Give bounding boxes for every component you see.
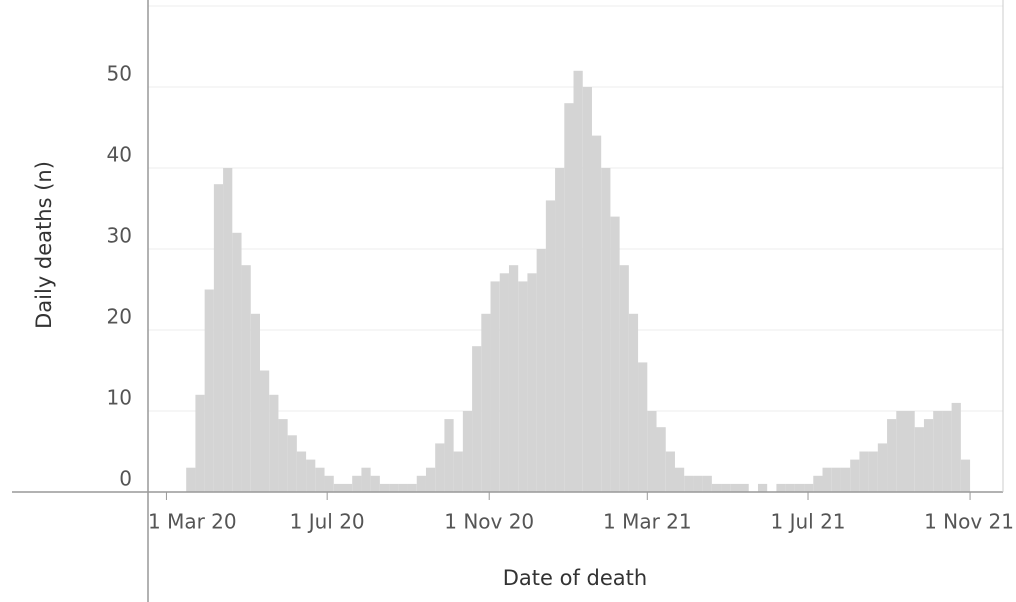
bar (822, 467, 832, 492)
y-tick-label: 50 (107, 62, 132, 86)
bar (656, 427, 666, 492)
bar (499, 273, 509, 492)
bar (342, 483, 353, 492)
bar (389, 483, 399, 492)
bar (665, 451, 675, 492)
bar (813, 475, 823, 492)
bar (794, 483, 805, 492)
bar (361, 467, 371, 492)
bar (195, 394, 205, 492)
bar (508, 265, 519, 492)
bar (933, 411, 943, 492)
bar (453, 451, 463, 492)
x-tick-label: 1 Nov 21 (924, 510, 1014, 534)
bar (610, 216, 620, 492)
bar (259, 370, 270, 492)
bar (536, 249, 546, 492)
y-tick-label: 0 (119, 467, 132, 491)
bar (398, 483, 408, 492)
y-tick-label: 20 (107, 305, 132, 329)
bar (619, 265, 629, 492)
bar (315, 467, 325, 492)
bar (693, 475, 703, 492)
bar (951, 402, 961, 492)
bar (638, 362, 648, 492)
bar (352, 475, 362, 492)
bar (425, 467, 436, 492)
bar (287, 435, 297, 492)
x-tick-label: 1 Mar 21 (603, 510, 692, 534)
y-tick-label: 30 (107, 224, 132, 248)
bar (186, 467, 196, 492)
bar (462, 411, 473, 492)
bar (407, 483, 417, 492)
bar (269, 394, 279, 492)
bar (435, 443, 445, 492)
bar (721, 483, 731, 492)
bar (647, 411, 657, 492)
bar (278, 419, 288, 492)
bar (840, 467, 851, 492)
bar (831, 467, 841, 492)
bar (555, 168, 565, 492)
bar (232, 232, 242, 493)
x-tick-label: 1 Jul 21 (771, 510, 846, 534)
bar (472, 346, 482, 492)
bar (776, 483, 786, 492)
bar (960, 459, 971, 492)
bar (628, 313, 639, 492)
bar (896, 411, 906, 492)
bar (490, 281, 500, 492)
y-axis-title: Daily deaths (n) (32, 161, 56, 329)
x-tick-label: 1 Nov 20 (444, 510, 534, 534)
bar (582, 87, 592, 492)
y-tick-label: 60 (107, 0, 132, 5)
bar (416, 475, 426, 492)
bar (250, 313, 260, 492)
bar (601, 168, 611, 492)
bar (213, 184, 224, 492)
bar (518, 281, 528, 492)
bar (545, 200, 556, 492)
bar (674, 467, 685, 492)
bar (527, 273, 537, 492)
bar (739, 483, 749, 492)
bar (730, 483, 740, 492)
bar (914, 427, 924, 492)
bar (591, 135, 602, 492)
bar (702, 475, 712, 492)
bar (850, 459, 860, 492)
bar (324, 475, 334, 492)
bar (785, 483, 795, 492)
bar (564, 103, 574, 492)
bar (757, 483, 768, 492)
bar (905, 411, 915, 492)
x-tick-label: 1 Mar 20 (148, 510, 237, 534)
bar (877, 443, 888, 492)
bar (379, 483, 390, 492)
bar (684, 475, 694, 492)
bar (573, 70, 583, 493)
bar (868, 451, 878, 492)
bar (241, 265, 251, 492)
bar (444, 419, 454, 492)
bar (887, 419, 897, 492)
bar (804, 483, 814, 492)
y-tick-label: 10 (107, 386, 132, 410)
bar (223, 168, 233, 492)
y-tick-label: 40 (107, 143, 132, 167)
bar (333, 483, 343, 492)
bar (859, 451, 869, 492)
bar (481, 313, 491, 492)
x-tick-label: 1 Jul 20 (290, 510, 365, 534)
bar (306, 459, 316, 492)
bar (942, 411, 952, 492)
bar (204, 289, 214, 492)
bar (711, 483, 722, 492)
bar (370, 475, 380, 492)
x-axis-title: Date of death (503, 566, 647, 590)
bar (923, 419, 934, 492)
bar (296, 451, 307, 492)
